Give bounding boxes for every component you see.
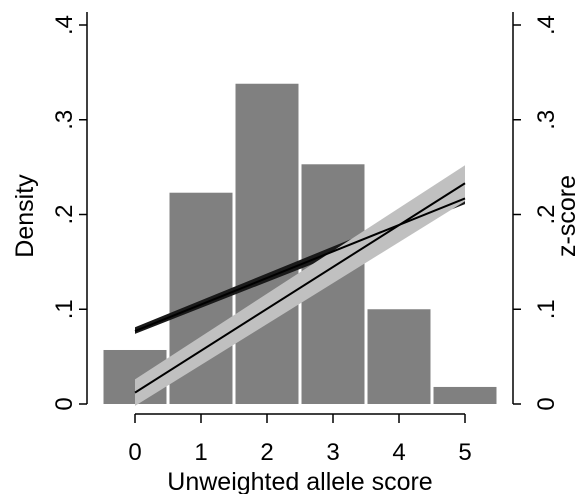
histogram-bar-4: [367, 309, 431, 404]
fit-line-2: [134, 182, 466, 394]
y-tick-label: .1: [51, 299, 78, 319]
x-tick-label: 4: [392, 439, 405, 466]
y2-axis-title: z-score: [553, 175, 581, 257]
y2-tick-label: .1: [533, 299, 560, 319]
y-tick-label: .2: [51, 204, 78, 224]
y-axis-left: 0 .1 .2 .3 .4: [51, 12, 88, 411]
y2-tick-label: .4: [533, 15, 560, 35]
confidence-band-2: [135, 165, 465, 406]
x-tick-label: 3: [326, 439, 339, 466]
x-tick-label: 0: [128, 439, 141, 466]
y2-tick-label: 0: [533, 397, 560, 410]
histogram-bars: [103, 83, 497, 405]
histogram-bar-5: [433, 386, 497, 404]
y-axis-right: 0 .1 .2 .3 .4: [512, 12, 560, 411]
x-tick-label: 5: [458, 439, 471, 466]
x-tick-label: 2: [260, 439, 273, 466]
fit-line-1: [134, 197, 466, 332]
x-axis: 0 1 2 3 4 5: [128, 413, 472, 466]
y2-tick-label: .3: [533, 110, 560, 130]
x-tick-label: 1: [194, 439, 207, 466]
y-tick-label: .4: [51, 15, 78, 35]
histogram-bar-2: [235, 83, 299, 405]
y2-tick-label: .2: [533, 204, 560, 224]
y-tick-label: 0: [51, 397, 78, 410]
fit-lines: [134, 182, 466, 394]
x-axis-title: Unweighted allele score: [167, 468, 432, 494]
y-tick-label: .3: [51, 110, 78, 130]
y-axis-title: Density: [11, 174, 39, 258]
